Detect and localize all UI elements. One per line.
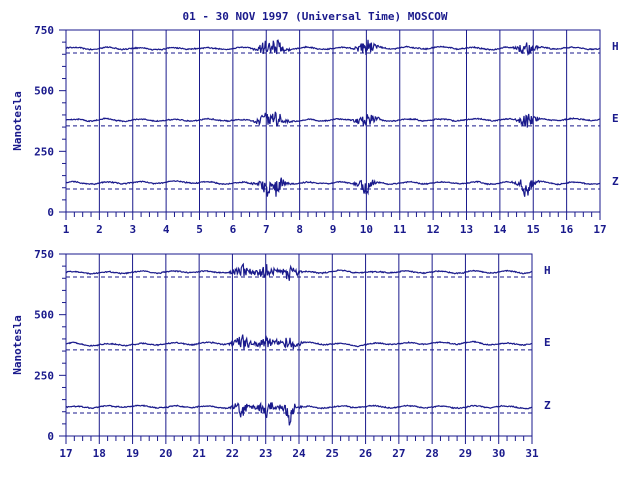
series-label-E: E: [544, 336, 551, 349]
series-line-E: [65, 111, 601, 128]
series-line-H: [65, 262, 533, 281]
chart-title: 01 - 30 NOV 1997 (Universal Time) MOSCOW: [183, 10, 448, 23]
bottom-panel: 17 18 19 20 21 22 23 24 25 26 27 28 29 30 31 0 250 500 750…: [11, 248, 551, 460]
x-tick-label: 1: [63, 223, 70, 236]
y-tick-label: 500: [34, 309, 54, 322]
x-tick-label: 23: [259, 447, 272, 460]
x-tick-label: 25: [326, 447, 339, 460]
series-line-H: [66, 39, 601, 56]
x-tick-label: 9: [330, 223, 337, 236]
series-label-Z: Z: [612, 175, 619, 188]
x-tick-label: 20: [159, 447, 172, 460]
y-tick-label: 0: [47, 430, 54, 443]
x-tick-label: 24: [292, 447, 306, 460]
x-tick-label: 10: [360, 223, 373, 236]
series-label-Z: Z: [544, 399, 551, 412]
x-tick-label: 6: [230, 223, 237, 236]
x-tick-label: 3: [129, 223, 136, 236]
x-tick-label: 29: [459, 447, 472, 460]
x-tick-label: 30: [492, 447, 505, 460]
x-tick-label: 5: [196, 223, 203, 236]
x-tick-label: 4: [163, 223, 170, 236]
x-tick-label: 15: [527, 223, 540, 236]
x-tick-label: 26: [359, 447, 373, 460]
x-tick-label: 17: [59, 447, 72, 460]
top-panel: 1 2 3 4 5 6 7 8 9 10 11 12 13 14 15 16 170250500750Nanot…: [11, 24, 619, 236]
x-tick-label: 7: [263, 223, 270, 236]
x-tick-label: 31: [525, 447, 539, 460]
y-tick-label: 250: [34, 369, 54, 382]
x-tick-label: 8: [296, 223, 303, 236]
y-tick-label: 500: [34, 85, 54, 98]
y-axis-label: Nanotesla: [11, 315, 24, 375]
y-tick-label: 750: [34, 248, 54, 261]
y-axis-label: Nanotesla: [11, 91, 24, 151]
x-tick-label: 12: [427, 223, 440, 236]
series-label-E: E: [612, 112, 619, 125]
x-tick-label: 14: [493, 223, 507, 236]
x-tick-label: 19: [126, 447, 139, 460]
x-tick-label: 28: [426, 447, 439, 460]
series-line-Z: [65, 177, 601, 197]
series-label-H: H: [612, 40, 619, 53]
series-line-E: [65, 334, 533, 350]
y-tick-label: 250: [34, 145, 54, 158]
x-tick-label: 11: [393, 223, 407, 236]
y-tick-label: 0: [47, 206, 54, 219]
x-tick-label: 21: [193, 447, 207, 460]
x-tick-label: 18: [93, 447, 106, 460]
series-line-Z: [65, 401, 532, 426]
series-label-H: H: [544, 264, 551, 277]
x-tick-label: 27: [392, 447, 405, 460]
x-tick-label: 22: [226, 447, 239, 460]
x-tick-label: 2: [96, 223, 103, 236]
x-tick-label: 17: [593, 223, 606, 236]
x-tick-label: 13: [460, 223, 473, 236]
x-tick-label: 16: [560, 223, 574, 236]
y-tick-label: 750: [34, 24, 54, 37]
